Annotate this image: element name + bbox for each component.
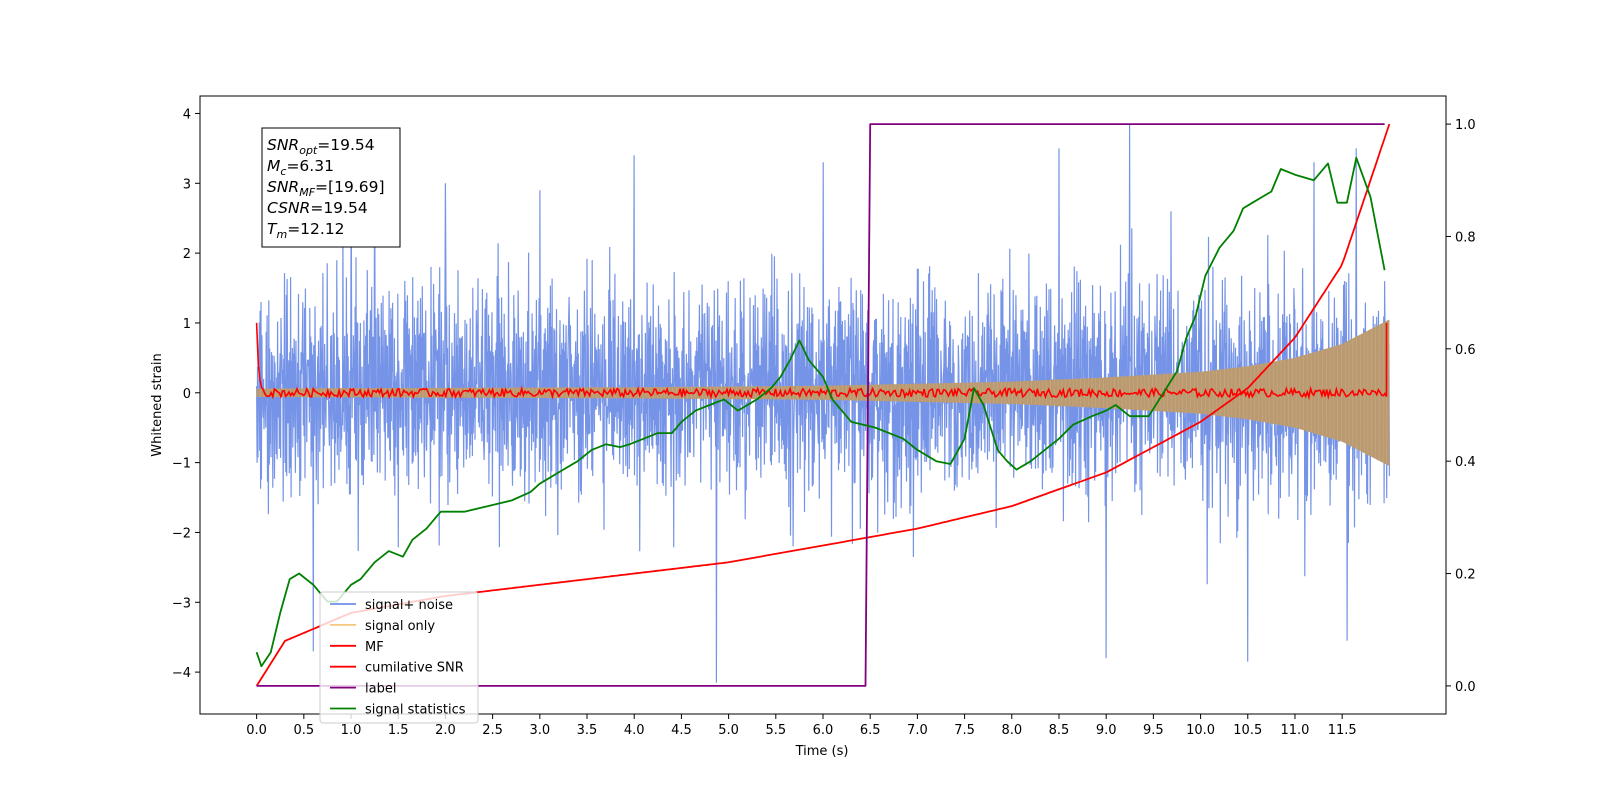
legend: signal+ noise signal only MF cumilative SNR… — [319, 591, 479, 724]
legend-entry: cumilative SNR — [365, 661, 464, 676]
y-axis-left: 4 3 2 1 0 −1 −2 −3 −4 — [172, 107, 200, 681]
legend-entry: signal statistics — [365, 703, 466, 718]
x-tick-label: 8.0 — [1001, 723, 1022, 738]
y-tick-label: −2 — [172, 526, 191, 541]
x-tick-label: 2.5 — [482, 723, 503, 738]
legend-entry: signal+ noise — [365, 598, 453, 613]
x-tick-label: 9.5 — [1143, 723, 1164, 738]
y-tick-label: 4 — [183, 107, 191, 122]
x-tick-label: 6.5 — [860, 723, 881, 738]
signal-statistics-line — [255, 156, 1386, 668]
x-axis-label: Time (s) — [795, 744, 849, 759]
y2-tick-label: 0.0 — [1455, 680, 1476, 695]
y-tick-label: 2 — [183, 247, 191, 262]
y-tick-label: −4 — [172, 666, 191, 681]
mf-line — [255, 322, 1388, 401]
y-axis-label: Whitened strain — [150, 353, 165, 456]
x-tick-label: 1.5 — [388, 723, 409, 738]
y-tick-label: −3 — [172, 596, 191, 611]
y2-tick-label: 0.2 — [1455, 568, 1476, 583]
x-tick-label: 3.0 — [529, 723, 550, 738]
y2-tick-label: 0.4 — [1455, 455, 1476, 470]
y-tick-label: 0 — [183, 387, 191, 402]
x-tick-label: 5.5 — [765, 723, 786, 738]
x-tick-label: 6.0 — [813, 723, 834, 738]
x-tick-label: 3.5 — [577, 723, 598, 738]
y2-tick-label: 0.8 — [1455, 230, 1476, 245]
legend-entry: MF — [365, 640, 384, 655]
x-tick-label: 1.0 — [341, 723, 362, 738]
x-tick-label: 8.5 — [1049, 723, 1070, 738]
x-tick-label: 9.0 — [1096, 723, 1117, 738]
x-tick-label: 0.0 — [246, 723, 267, 738]
stats-box-frame — [261, 127, 401, 248]
stats-line: Mc=6.31 — [267, 157, 334, 178]
x-tick-label: 2.0 — [435, 723, 456, 738]
stats-box: SNRopt=19.54Mc=6.31SNRMF=[19.69]CSNR=19.… — [261, 127, 401, 248]
legend-frame — [319, 591, 479, 724]
y-tick-label: 1 — [183, 317, 191, 332]
y2-tick-label: 0.6 — [1455, 343, 1476, 358]
x-tick-label: 11.5 — [1328, 723, 1357, 738]
x-tick-label: 4.0 — [624, 723, 645, 738]
x-tick-label: 5.0 — [718, 723, 739, 738]
signal-noise-line — [256, 123, 1390, 683]
legend-entry: label — [365, 682, 396, 697]
x-tick-label: 4.5 — [671, 723, 692, 738]
stats-line: CSNR=19.54 — [267, 199, 368, 217]
x-tick-label: 10.0 — [1186, 723, 1215, 738]
legend-entry: signal only — [365, 619, 435, 634]
x-tick-label: 0.5 — [293, 723, 314, 738]
y-axis-right: 1.0 0.8 0.6 0.4 0.2 0.0 — [1446, 118, 1476, 695]
y-tick-label: −1 — [172, 457, 191, 472]
y2-tick-label: 1.0 — [1455, 118, 1476, 133]
label-line — [256, 123, 1385, 687]
stats-line: Tm=12.12 — [267, 220, 345, 241]
stats-line: SNRMF=[19.69] — [267, 178, 385, 199]
x-axis: 0.0 0.5 1.0 1.5 2.0 2.5 3.0 3.5 4.0 4.5 5.0 5.5 6.0 6… — [246, 714, 1357, 738]
stats-line: SNRopt=19.54 — [267, 136, 375, 157]
x-tick-label: 10.5 — [1233, 723, 1262, 738]
y-tick-label: 3 — [183, 177, 191, 192]
x-tick-label: 11.0 — [1280, 723, 1309, 738]
x-tick-label: 7.5 — [954, 723, 975, 738]
x-tick-label: 7.0 — [907, 723, 928, 738]
